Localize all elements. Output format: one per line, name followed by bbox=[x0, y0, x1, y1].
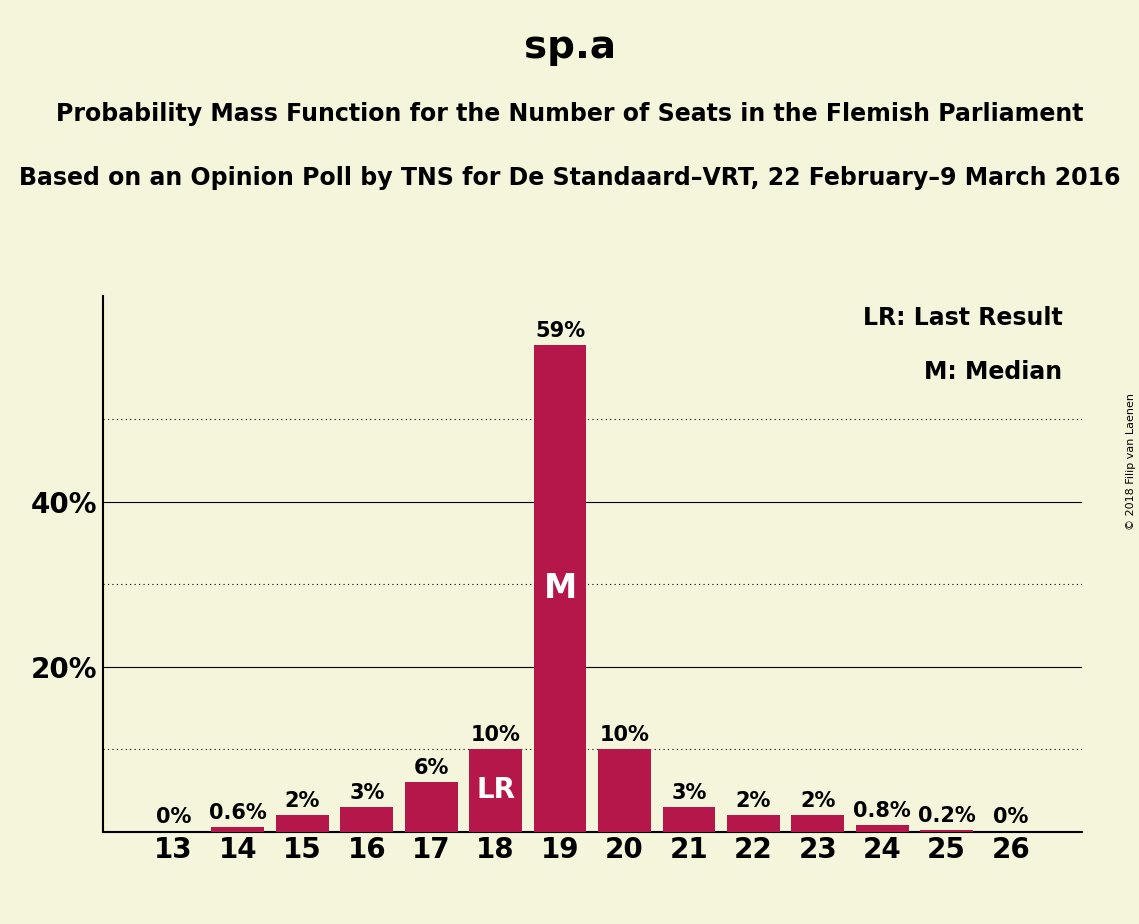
Bar bbox=[792, 815, 844, 832]
Text: 3%: 3% bbox=[671, 783, 706, 803]
Text: Probability Mass Function for the Number of Seats in the Flemish Parliament: Probability Mass Function for the Number… bbox=[56, 102, 1083, 126]
Text: M: M bbox=[543, 572, 576, 605]
Text: © 2018 Filip van Laenen: © 2018 Filip van Laenen bbox=[1126, 394, 1136, 530]
Bar bbox=[212, 827, 264, 832]
Text: 0.8%: 0.8% bbox=[853, 801, 911, 821]
Text: 2%: 2% bbox=[285, 791, 320, 811]
Bar bbox=[663, 807, 715, 832]
Bar bbox=[920, 830, 973, 832]
Text: 10%: 10% bbox=[599, 725, 649, 745]
Text: 0%: 0% bbox=[156, 808, 191, 828]
Text: 59%: 59% bbox=[535, 321, 585, 341]
Text: 0.2%: 0.2% bbox=[918, 806, 975, 826]
Bar bbox=[276, 815, 329, 832]
Bar bbox=[404, 782, 458, 832]
Bar bbox=[341, 807, 393, 832]
Bar bbox=[598, 749, 650, 832]
Text: 2%: 2% bbox=[800, 791, 836, 811]
Text: Based on an Opinion Poll by TNS for De Standaard–VRT, 22 February–9 March 2016: Based on an Opinion Poll by TNS for De S… bbox=[18, 166, 1121, 190]
Text: M: Median: M: Median bbox=[925, 360, 1063, 384]
Bar bbox=[469, 749, 522, 832]
Bar bbox=[534, 346, 587, 832]
Text: 6%: 6% bbox=[413, 758, 449, 778]
Text: 10%: 10% bbox=[470, 725, 521, 745]
Text: 2%: 2% bbox=[736, 791, 771, 811]
Bar bbox=[727, 815, 780, 832]
Text: 3%: 3% bbox=[349, 783, 385, 803]
Text: 0%: 0% bbox=[993, 808, 1029, 828]
Text: LR: Last Result: LR: Last Result bbox=[862, 307, 1063, 331]
Text: sp.a: sp.a bbox=[524, 28, 615, 66]
Bar bbox=[855, 825, 909, 832]
Text: LR: LR bbox=[476, 776, 515, 805]
Text: 0.6%: 0.6% bbox=[210, 803, 267, 822]
